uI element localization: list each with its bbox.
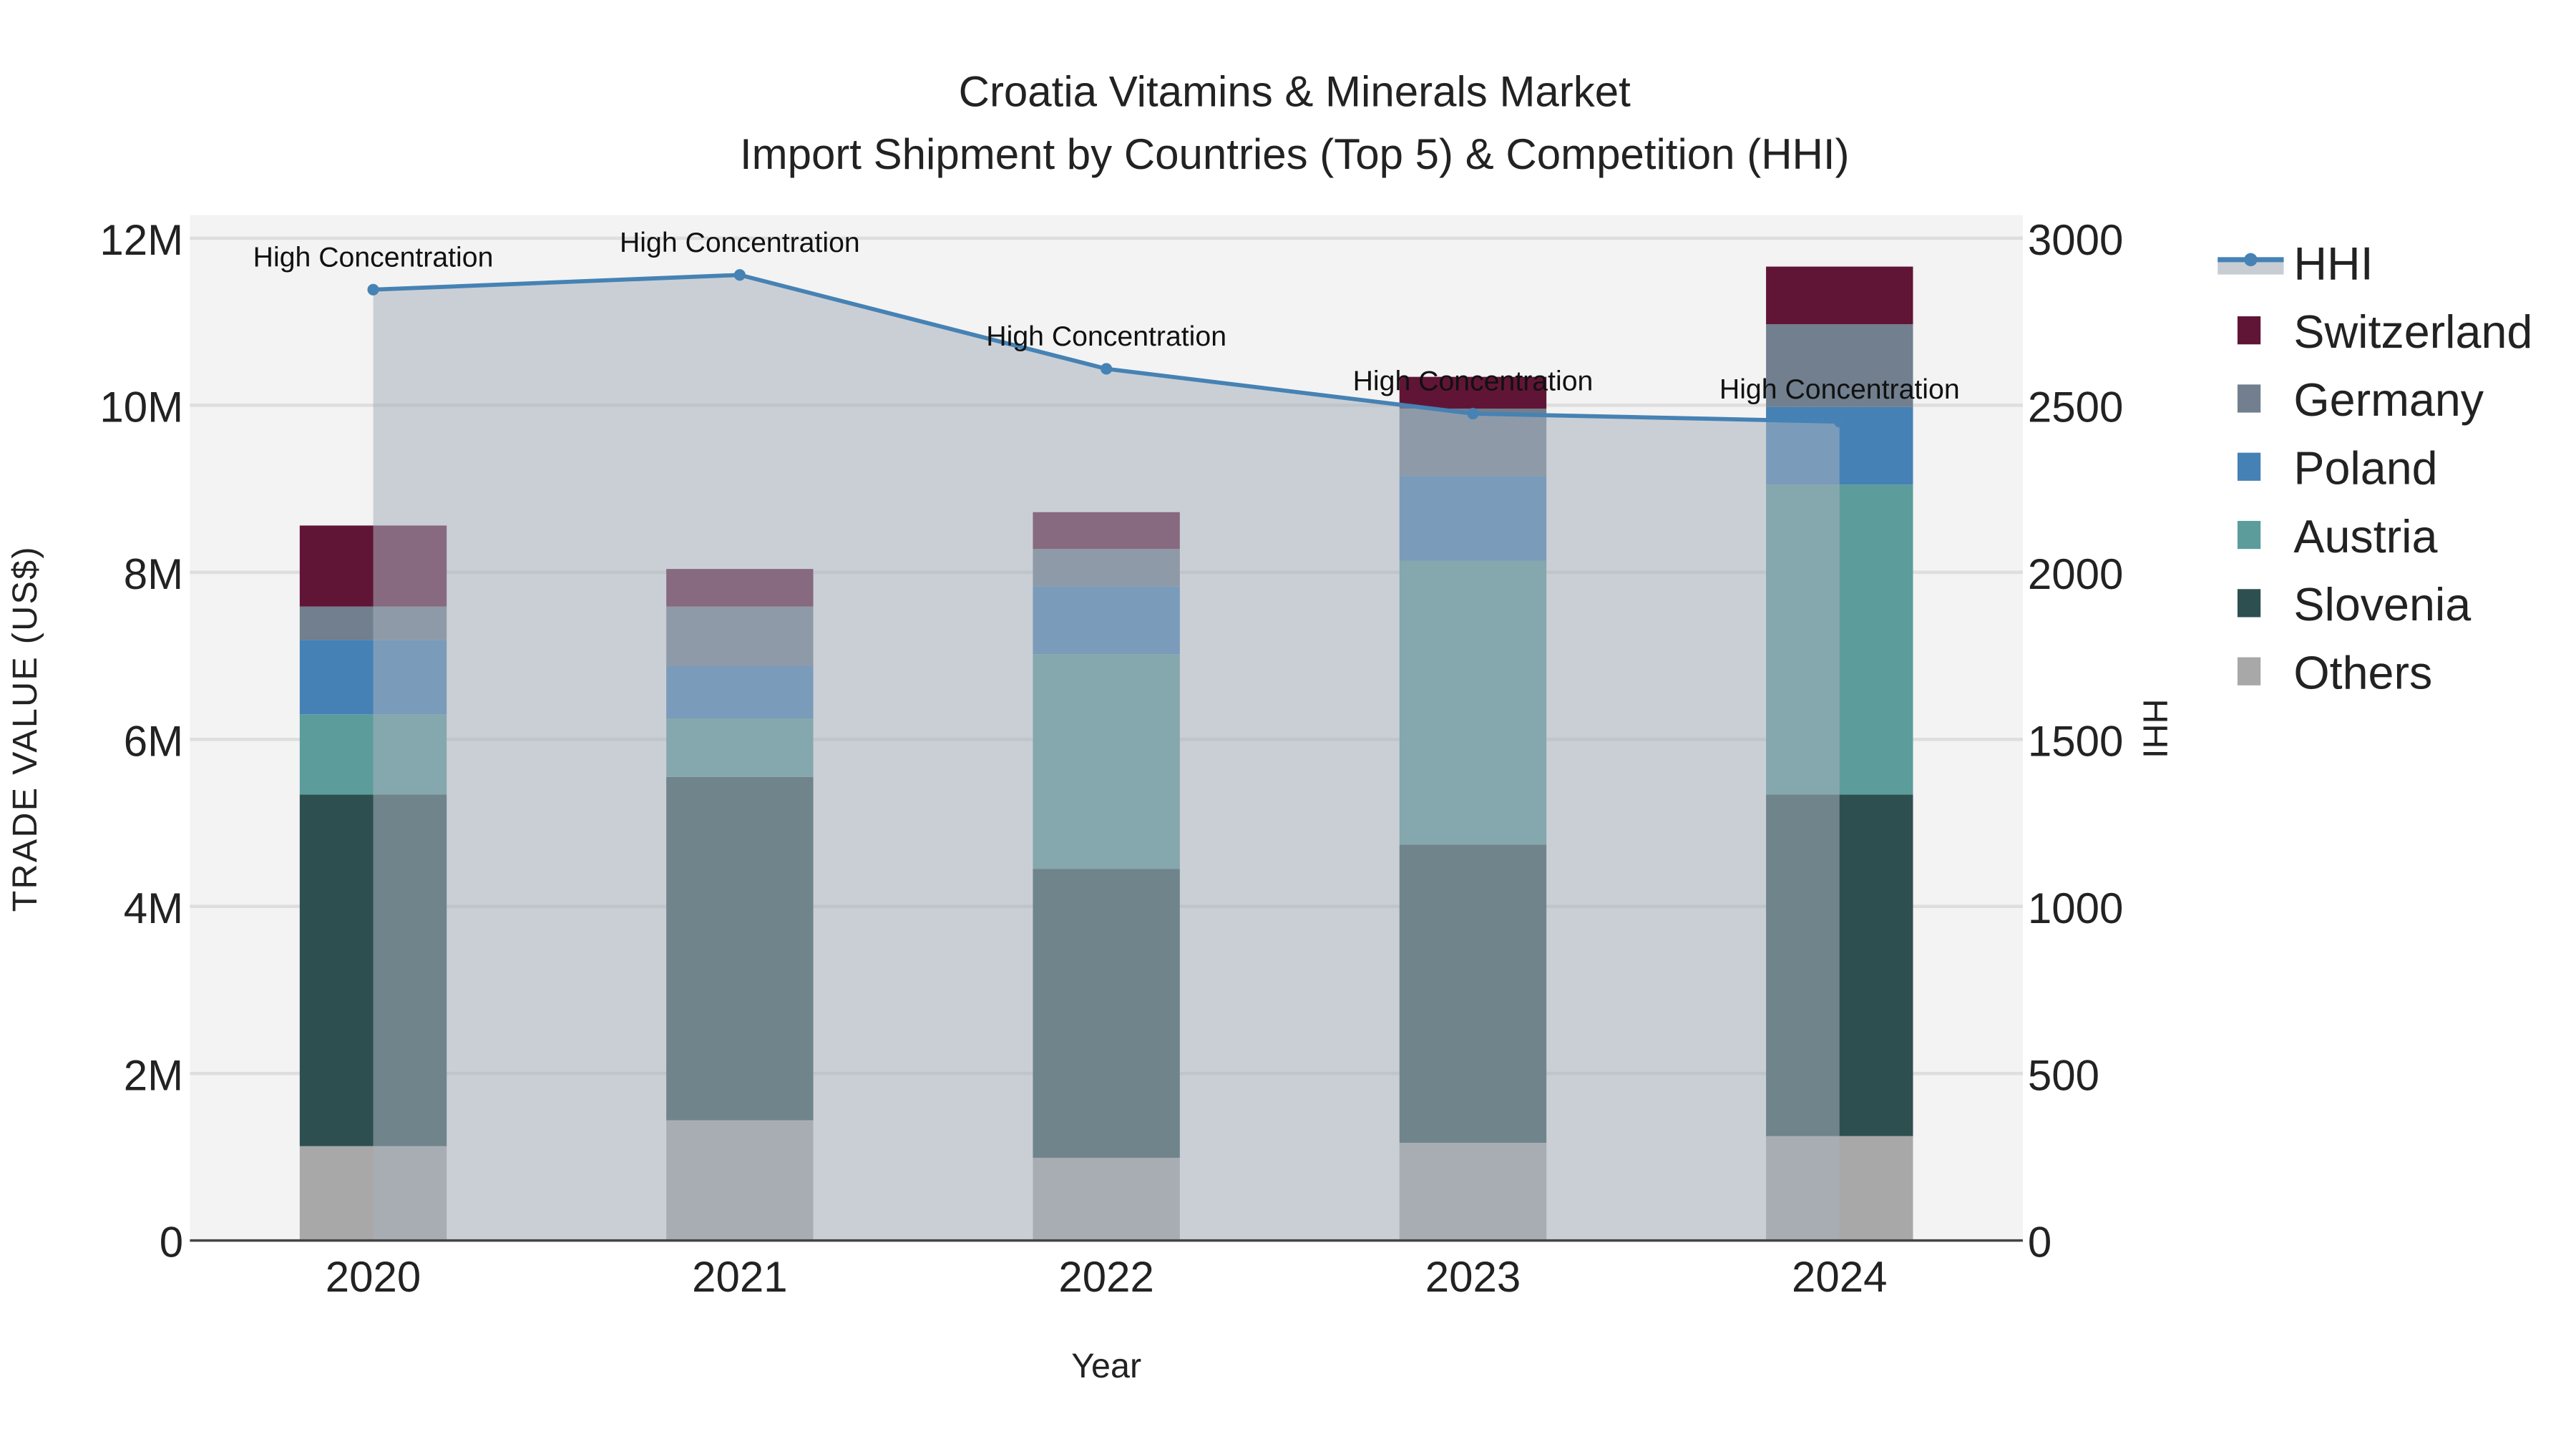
y2-axis-label: HHI (2135, 699, 2174, 758)
y-tick-label: 10M (99, 383, 183, 431)
x-tick-label: 2021 (692, 1253, 787, 1301)
legend-label-hhi: HHI (2293, 238, 2373, 290)
bar-switzerland-2024 (1766, 266, 1913, 325)
legend-swatch-poland (2237, 452, 2261, 481)
bar-switzerland-2023 (1399, 376, 1547, 409)
legend-swatch-austria (2237, 520, 2261, 550)
legend-swatch-switzerland (2237, 316, 2261, 345)
hhi-annotation: High Concentration (253, 241, 494, 273)
y2-tick-label: 1500 (2028, 717, 2123, 765)
x-tick-label: 2023 (1425, 1253, 1521, 1301)
y-tick-label: 4M (124, 884, 183, 932)
y-tick-label: 6M (124, 717, 183, 765)
legend-swatch-slovenia (2237, 589, 2261, 618)
hhi-area (373, 275, 1840, 1241)
legend-swatch-others (2237, 657, 2261, 686)
hhi-annotation: High Concentration (620, 227, 860, 258)
hhi-point-2021 (733, 269, 746, 281)
legend-label-poland: Poland (2293, 443, 2437, 494)
y2-tick-label: 500 (2028, 1051, 2099, 1099)
y-tick-label: 2M (124, 1051, 183, 1099)
legend-label-austria: Austria (2293, 511, 2437, 562)
legend-label-switzerland: Switzerland (2293, 306, 2532, 358)
legend-label-others: Others (2293, 647, 2432, 698)
chart-subtitle: Import Shipment by Countries (Top 5) & C… (740, 130, 1850, 178)
y-tick-label: 12M (99, 216, 183, 264)
y-tick-label: 8M (124, 550, 183, 598)
hhi-point-2024 (1833, 416, 1845, 428)
legend-hhi-area-swatch (2218, 259, 2284, 275)
y-tick-label: 0 (160, 1219, 183, 1267)
hhi-point-2022 (1101, 363, 1113, 375)
x-tick-label: 2024 (1792, 1253, 1887, 1301)
x-tick-label: 2022 (1058, 1253, 1153, 1301)
y2-tick-label: 2500 (2028, 383, 2123, 431)
hhi-point-2020 (367, 283, 379, 296)
y2-tick-label: 0 (2028, 1219, 2051, 1267)
y2-tick-label: 3000 (2028, 216, 2123, 264)
bar-germany-2024 (1766, 324, 1913, 407)
y-axis-label: TRADE VALUE (US$) (6, 545, 44, 912)
legend-hhi-marker (2244, 253, 2258, 267)
legend-label-slovenia: Slovenia (2293, 579, 2471, 630)
hhi-annotation: High Concentration (986, 321, 1226, 352)
chart-title: Croatia Vitamins & Minerals Market (959, 67, 1631, 115)
x-axis-label: Year (1071, 1347, 1141, 1385)
legend-label-germany: Germany (2293, 374, 2484, 426)
x-tick-label: 2020 (326, 1253, 421, 1301)
y2-tick-label: 2000 (2028, 550, 2123, 598)
y2-tick-label: 1000 (2028, 884, 2123, 932)
hhi-point-2023 (1467, 407, 1479, 420)
hhi-annotation: High Concentration (1719, 374, 1960, 405)
hhi-annotation: High Concentration (1353, 366, 1594, 397)
legend: HHI Switzerland Germany Poland Austria Sloven… (2218, 238, 2532, 698)
legend-swatch-germany (2237, 384, 2261, 413)
